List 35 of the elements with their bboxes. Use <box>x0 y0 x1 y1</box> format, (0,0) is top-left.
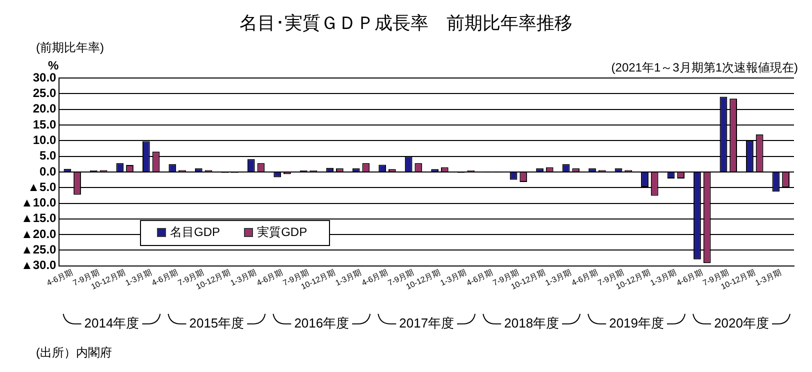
legend-label: 名目GDP <box>170 224 220 242</box>
text: 2019年度 <box>609 315 664 330</box>
text: (出所）内閣府 <box>36 345 112 360</box>
x-tick-label: 4-6月期 <box>465 268 494 288</box>
y-tick-label: 15.0 <box>32 117 57 132</box>
y-tick-label: ▲20.0 <box>21 226 57 241</box>
text: 2017年度 <box>399 315 454 330</box>
y-tick-label: 5.0 <box>40 148 57 163</box>
text: 2018年度 <box>504 315 560 330</box>
x-tick-label: 4-6月期 <box>255 268 284 288</box>
y-tick-label: 20.0 <box>32 102 57 116</box>
y-tick-label: 30.0 <box>32 70 57 84</box>
x-tick-label: 1-3月期 <box>229 268 258 288</box>
x-tick-label: 4-6月期 <box>360 268 390 288</box>
chart-subtitle: (2021年1～3月期第1次速報値現在) <box>611 60 798 74</box>
text: % <box>48 58 59 72</box>
y-axis-title: (前期比年率) <box>36 40 104 54</box>
y-tick-label: ▲10.0 <box>21 196 57 210</box>
y-tick-label: 0.0 <box>40 164 57 178</box>
text: 2015年度 <box>189 315 244 330</box>
y-tick-label: ▲15.0 <box>21 211 57 226</box>
text: 2020年度 <box>714 315 769 330</box>
y-tick-label: ▲25.0 <box>21 242 57 257</box>
y-tick-label: ▲30.0 <box>21 258 57 272</box>
x-tick-label: 4-6月期 <box>570 268 599 288</box>
chart-title: 名目･実質ＧＤＰ成長率 前期比年率推移 <box>240 12 572 33</box>
y-tick-label: ▲5.0 <box>28 180 57 194</box>
y-tick-label: 25.0 <box>32 86 57 100</box>
text: 2016年度 <box>294 315 350 330</box>
legend-label: 実質GDP <box>257 224 308 242</box>
y-tick-label: 10.0 <box>32 132 57 147</box>
x-tick-label: 4-6月期 <box>675 268 704 288</box>
x-tick-label: 1-3月期 <box>334 268 363 288</box>
text: 2014年度 <box>84 315 140 330</box>
x-tick-label: 1-3月期 <box>124 268 153 288</box>
